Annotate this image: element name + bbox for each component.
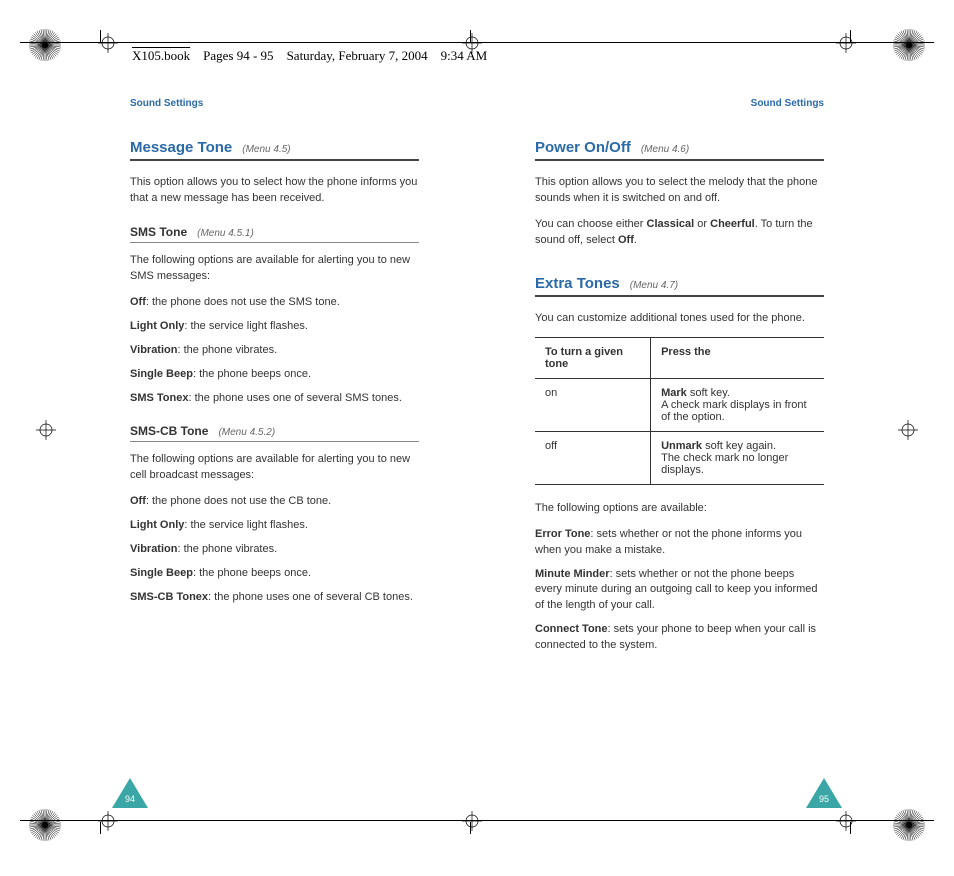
power-p2: You can choose either Classical or Cheer… — [535, 217, 824, 249]
option-desc: : the phone uses one of several CB tones… — [208, 591, 413, 603]
power-p1: This option allows you to select the mel… — [535, 175, 824, 207]
page-number-right: 95 — [806, 778, 842, 808]
header-book: X105.book — [132, 48, 190, 63]
option-desc: : the phone does not use the CB tone. — [146, 495, 331, 507]
text: You can choose either — [535, 218, 647, 230]
registration-mark-icon — [836, 33, 856, 53]
th-press: Press the — [651, 337, 824, 378]
left-page: Sound Settings Message Tone (Menu 4.5) T… — [0, 98, 477, 798]
registration-mark-icon — [462, 811, 482, 831]
intro-text: This option allows you to select how the… — [130, 175, 419, 207]
extra-after: The following options are available: — [535, 501, 824, 517]
framemaker-header: X105.book Pages 94 - 95 Saturday, Februa… — [132, 48, 487, 64]
heading-sms-tone: SMS Tone (Menu 4.5.1) — [130, 225, 419, 243]
sms-lead: The following options are available for … — [130, 253, 419, 285]
header-pages: Pages 94 - 95 — [203, 48, 273, 63]
bold: Off — [618, 234, 634, 246]
h1-menu: (Menu 4.5) — [242, 144, 290, 155]
heading-extra-tones: Extra Tones (Menu 4.7) — [535, 275, 824, 297]
option-term: Light Only — [130, 320, 184, 332]
h2-menu: (Menu 4.5.2) — [218, 427, 275, 438]
option-term: Off — [130, 495, 146, 507]
option-desc: : the service light flashes. — [184, 519, 308, 531]
option-line: Vibration: the phone vibrates. — [130, 343, 419, 359]
option-term: Single Beep — [130, 368, 193, 380]
option-line: Light Only: the service light flashes. — [130, 319, 419, 335]
option-term: Single Beep — [130, 567, 193, 579]
option-term: SMS Tonex — [130, 392, 188, 404]
bold: Mark — [661, 387, 687, 399]
option-line: Light Only: the service light flashes. — [130, 518, 419, 534]
option-desc: : the phone vibrates. — [177, 344, 277, 356]
table-row: onMark soft key.A check mark displays in… — [535, 378, 824, 431]
registration-mark-icon — [98, 811, 118, 831]
heading-power-onoff: Power On/Off (Menu 4.6) — [535, 139, 824, 161]
h1-menu: (Menu 4.7) — [630, 280, 678, 291]
h1-title: Extra Tones — [535, 275, 620, 292]
option-term: Vibration — [130, 344, 177, 356]
bold: Cheerful — [710, 218, 755, 230]
sunburst-icon — [28, 28, 62, 62]
option-term: Light Only — [130, 519, 184, 531]
option-line: Off: the phone does not use the SMS tone… — [130, 295, 419, 311]
heading-message-tone: Message Tone (Menu 4.5) — [130, 139, 419, 161]
option-term: Error Tone — [535, 528, 590, 540]
option-desc: : the phone beeps once. — [193, 567, 311, 579]
option-line: Single Beep: the phone beeps once. — [130, 367, 419, 383]
cb-lead: The following options are available for … — [130, 452, 419, 484]
registration-mark-icon — [836, 811, 856, 831]
text: . — [634, 234, 637, 246]
option-line: Connect Tone: sets your phone to beep wh… — [535, 622, 824, 654]
option-line: SMS-CB Tonex: the phone uses one of seve… — [130, 590, 419, 606]
right-page: Sound Settings Power On/Off (Menu 4.6) T… — [477, 98, 954, 798]
heading-smscb-tone: SMS-CB Tone (Menu 4.5.2) — [130, 424, 419, 442]
cell-tone-state: off — [535, 431, 651, 484]
running-head-right: Sound Settings — [535, 98, 824, 109]
bold: Unmark — [661, 440, 702, 452]
option-term: SMS-CB Tonex — [130, 591, 208, 603]
extra-tones-table: To turn a given tone Press the onMark so… — [535, 337, 824, 485]
cell-press: Mark soft key.A check mark displays in f… — [651, 378, 824, 431]
page-number-left: 94 — [112, 778, 148, 808]
option-term: Vibration — [130, 543, 177, 555]
header-date: Saturday, February 7, 2004 — [287, 48, 428, 63]
option-term: Off — [130, 296, 146, 308]
option-desc: : the service light flashes. — [184, 320, 308, 332]
header-time: 9:34 AM — [441, 48, 488, 63]
option-line: SMS Tonex: the phone uses one of several… — [130, 391, 419, 407]
option-line: Off: the phone does not use the CB tone. — [130, 494, 419, 510]
option-desc: : the phone uses one of several SMS tone… — [188, 392, 401, 404]
registration-mark-icon — [98, 33, 118, 53]
th-tone: To turn a given tone — [535, 337, 651, 378]
sunburst-icon — [892, 808, 926, 842]
extra-lead: You can customize additional tones used … — [535, 311, 824, 327]
running-head-left: Sound Settings — [130, 98, 419, 109]
h2-menu: (Menu 4.5.1) — [197, 228, 254, 239]
page-spread: Sound Settings Message Tone (Menu 4.5) T… — [0, 98, 954, 798]
page-number-value: 95 — [806, 794, 842, 804]
h2-title: SMS-CB Tone — [130, 424, 208, 438]
h1-title: Power On/Off — [535, 139, 631, 156]
text: or — [694, 218, 710, 230]
option-desc: : the phone vibrates. — [177, 543, 277, 555]
cell-tone-state: on — [535, 378, 651, 431]
option-desc: : the phone does not use the SMS tone. — [146, 296, 340, 308]
option-desc: : the phone beeps once. — [193, 368, 311, 380]
cell-press: Unmark soft key again.The check mark no … — [651, 431, 824, 484]
option-line: Single Beep: the phone beeps once. — [130, 566, 419, 582]
table-row: offUnmark soft key again.The check mark … — [535, 431, 824, 484]
h1-menu: (Menu 4.6) — [641, 144, 689, 155]
h1-title: Message Tone — [130, 139, 232, 156]
page-number-value: 94 — [112, 794, 148, 804]
option-line: Vibration: the phone vibrates. — [130, 542, 419, 558]
option-term: Connect Tone — [535, 623, 608, 635]
option-term: Minute Minder — [535, 568, 610, 580]
h2-title: SMS Tone — [130, 225, 187, 239]
sunburst-icon — [892, 28, 926, 62]
option-line: Error Tone: sets whether or not the phon… — [535, 527, 824, 559]
page-frame: X105.book Pages 94 - 95 Saturday, Februa… — [0, 0, 954, 876]
option-line: Minute Minder: sets whether or not the p… — [535, 567, 824, 615]
sunburst-icon — [28, 808, 62, 842]
bold: Classical — [647, 218, 695, 230]
